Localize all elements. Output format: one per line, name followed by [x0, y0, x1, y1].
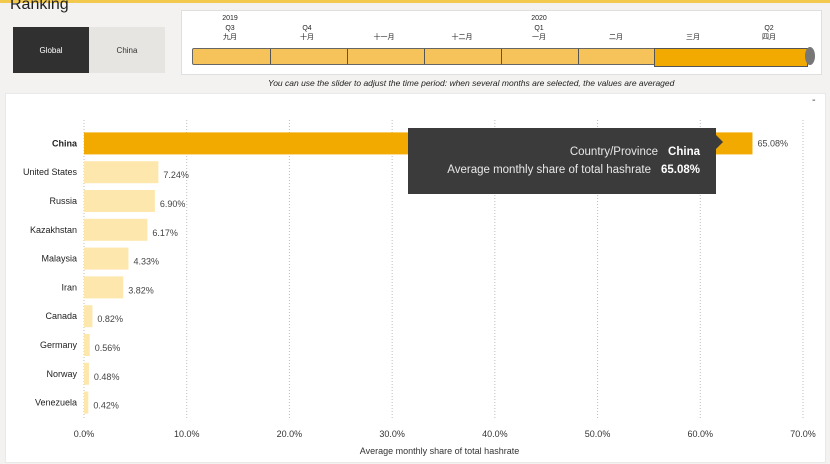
month-label-jan: 一月: [532, 34, 546, 41]
x-tick-label: 40.0%: [482, 429, 508, 439]
month-label-apr: 四月: [762, 34, 776, 41]
quarter-label-q3: Q3: [225, 25, 235, 32]
category-label: Norway: [46, 369, 77, 379]
data-label: 0.56%: [95, 343, 121, 353]
x-tick-label: 30.0%: [379, 429, 405, 439]
year-label-2020: 2020: [531, 15, 547, 22]
data-label: 0.82%: [97, 314, 123, 324]
bar-malaysia[interactable]: [84, 247, 129, 270]
data-label: 7.24%: [163, 170, 189, 180]
month-label-oct: 十月: [300, 34, 314, 41]
quarter-label-q4: Q4: [302, 25, 312, 32]
category-label: Venezuela: [35, 398, 77, 408]
category-label: United States: [23, 167, 78, 177]
bar-united-states[interactable]: [84, 161, 159, 184]
x-tick-label: 10.0%: [174, 429, 200, 439]
bar-norway[interactable]: [84, 362, 89, 385]
x-tick-label: 20.0%: [277, 429, 303, 439]
bar-iran[interactable]: [84, 276, 124, 299]
quarter-label-q2: Q2: [764, 25, 774, 32]
category-label: Germany: [40, 340, 78, 350]
global-button[interactable]: Global: [13, 27, 89, 73]
data-label: 65.08%: [757, 138, 788, 148]
category-label: Kazakhstan: [30, 225, 77, 235]
x-tick-label: 50.0%: [585, 429, 611, 439]
tooltip-value-share: 65.08%: [660, 164, 700, 176]
time-slider-card: 2019 Q3 九月 Q4 十月 十一月 十二月 2020 Q1 一月 二月 三…: [181, 10, 822, 75]
quarter-label-q1: Q1: [534, 25, 544, 32]
month-label-sep: 九月: [223, 34, 237, 41]
slider-caption: You can use the slider to adjust the tim…: [268, 78, 675, 88]
bar-russia[interactable]: [84, 190, 155, 212]
data-label: 6.17%: [152, 228, 178, 238]
x-tick-label: 60.0%: [688, 429, 714, 439]
x-tick-label: 70.0%: [790, 429, 816, 439]
track-divider: [270, 49, 271, 64]
bar-canada[interactable]: [84, 305, 93, 328]
bar-venezuela[interactable]: [84, 391, 89, 414]
x-tick-label: 0.0%: [74, 429, 95, 439]
more-options-dash[interactable]: -: [812, 95, 816, 106]
data-label: 0.48%: [94, 372, 120, 382]
category-label: Russia: [49, 196, 77, 206]
data-label: 0.42%: [93, 401, 119, 411]
track-divider: [347, 49, 348, 64]
top-accent-line: [0, 0, 830, 3]
category-label: China: [52, 138, 78, 148]
bar-germany[interactable]: [84, 334, 90, 356]
x-axis-title: Average monthly share of total hashrate: [360, 446, 519, 456]
month-label-feb: 二月: [609, 34, 623, 41]
tooltip: Country/Province China Average monthly sh…: [408, 128, 723, 194]
category-label: Malaysia: [41, 254, 77, 264]
track-divider: [578, 49, 579, 64]
track-divider: [424, 49, 425, 64]
year-label-2019: 2019: [222, 15, 238, 22]
tooltip-value-country: China: [668, 146, 700, 158]
tooltip-key-share: Average monthly share of total hashrate: [447, 164, 651, 176]
china-button[interactable]: China: [89, 27, 165, 73]
category-label: Canada: [45, 311, 77, 321]
data-label: 6.90%: [160, 199, 186, 209]
tooltip-key-country: Country/Province: [569, 146, 659, 158]
month-label-nov: 十一月: [373, 34, 395, 41]
data-label: 3.82%: [128, 285, 154, 295]
slider-handle[interactable]: [805, 47, 815, 65]
timeline-track[interactable]: [192, 47, 815, 67]
bar-kazakhstan[interactable]: [84, 218, 148, 241]
data-label: 4.33%: [133, 257, 159, 267]
page-title: Ranking: [10, 0, 69, 13]
category-label: Iran: [61, 282, 77, 292]
track-divider: [501, 49, 502, 64]
month-label-dec: 十二月: [451, 34, 473, 41]
month-label-mar: 三月: [686, 34, 700, 41]
